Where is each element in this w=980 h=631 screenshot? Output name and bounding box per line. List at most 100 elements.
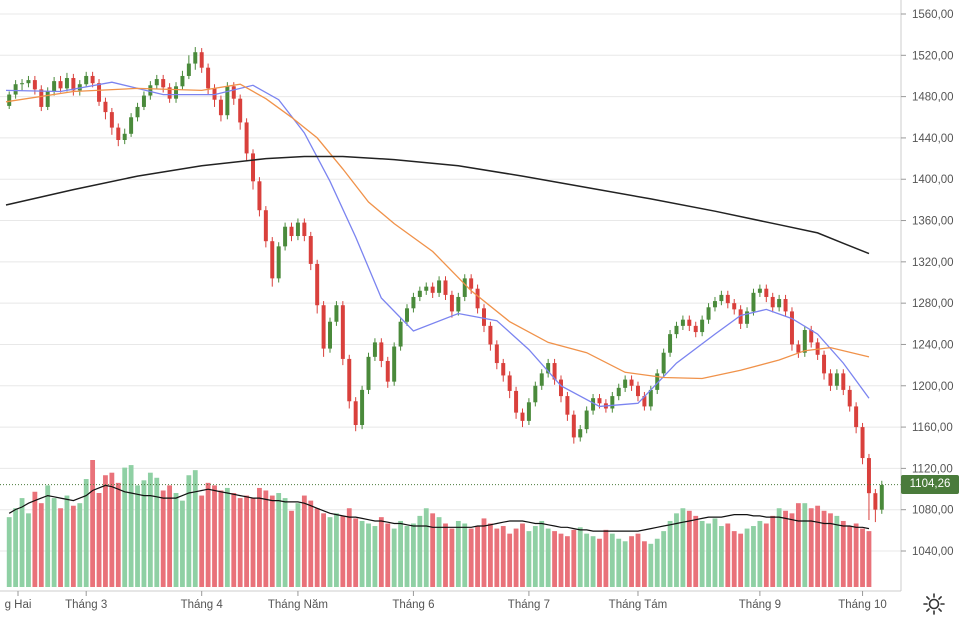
volume-bar bbox=[90, 460, 96, 587]
volume-bar bbox=[577, 527, 583, 587]
candle-body bbox=[526, 402, 531, 421]
volume-bar bbox=[6, 517, 12, 587]
candle-body bbox=[141, 95, 146, 107]
candle-body bbox=[424, 286, 429, 291]
candle-body bbox=[135, 106, 140, 118]
volume-bar bbox=[609, 533, 615, 587]
volume-bar bbox=[167, 485, 173, 587]
volume-bar bbox=[19, 498, 25, 587]
candle-body bbox=[174, 86, 179, 99]
y-tick-label: 1400,00 bbox=[912, 174, 954, 186]
volume-bar bbox=[757, 520, 763, 587]
candle-body bbox=[263, 210, 268, 242]
y-tick-label: 1200,00 bbox=[912, 381, 954, 393]
candle-body bbox=[20, 83, 25, 85]
candle-body bbox=[822, 354, 827, 374]
volume-bar bbox=[616, 538, 622, 587]
volume-bar bbox=[641, 541, 647, 587]
volume-bar bbox=[693, 515, 699, 587]
volume-bar bbox=[571, 529, 577, 587]
candle-body bbox=[52, 81, 57, 92]
volume-bar bbox=[212, 485, 217, 587]
volume-bar bbox=[443, 523, 448, 587]
volume-bar bbox=[603, 529, 609, 587]
volume-bar bbox=[629, 536, 634, 587]
y-tick-label: 1080,00 bbox=[912, 505, 954, 517]
candle-body bbox=[642, 396, 647, 407]
candle-body bbox=[469, 278, 474, 289]
price-axis: 1560,00 1520,00 1480,00 1440,00 1400,00 1360,… bbox=[901, 9, 954, 558]
x-tick-label: Tháng 10 bbox=[838, 599, 887, 611]
candle-body bbox=[97, 83, 102, 102]
volume-ma-line bbox=[8, 484, 870, 532]
x-tick-label: Tháng 7 bbox=[508, 599, 550, 611]
volume-bar bbox=[122, 467, 128, 587]
volume-bar bbox=[847, 526, 853, 587]
volume-bar bbox=[96, 493, 102, 587]
candle-body bbox=[809, 330, 814, 343]
candle-body bbox=[13, 84, 18, 95]
candle-body bbox=[334, 305, 339, 322]
candle-body bbox=[199, 52, 204, 68]
candle-body bbox=[186, 63, 191, 76]
y-tick-label: 1560,00 bbox=[912, 9, 954, 21]
volume-bar bbox=[468, 528, 474, 587]
candle-body bbox=[411, 296, 416, 309]
x-tick-label: Tháng Năm bbox=[268, 599, 328, 611]
volume-bar bbox=[263, 490, 269, 587]
volume-bar bbox=[250, 498, 256, 587]
volume-bar bbox=[718, 526, 724, 587]
candle-body bbox=[757, 288, 762, 293]
volume-bar bbox=[417, 515, 423, 587]
x-tick-label: Tháng 4 bbox=[181, 599, 224, 611]
candle-body bbox=[225, 86, 230, 116]
volume-bar bbox=[38, 503, 44, 587]
candle-body bbox=[533, 385, 538, 403]
volume-bar bbox=[866, 531, 872, 587]
candle-body bbox=[565, 396, 570, 415]
candle-body bbox=[693, 325, 698, 333]
y-tick-label: 1280,00 bbox=[912, 298, 954, 310]
candle-body bbox=[616, 387, 621, 397]
time-axis: g Hai Tháng 3 Tháng 4 Tháng Năm Tháng 6 Tháng… bbox=[5, 591, 887, 611]
candle-body bbox=[129, 117, 134, 134]
volume-bar bbox=[455, 520, 461, 587]
volume-bar bbox=[83, 479, 89, 587]
volume-bar bbox=[507, 533, 513, 587]
volume-bar bbox=[308, 500, 314, 587]
volume-bar bbox=[404, 526, 410, 587]
volume-bar bbox=[680, 508, 686, 587]
volume-bar bbox=[359, 520, 365, 587]
candle-body bbox=[148, 85, 153, 96]
candle-body bbox=[392, 346, 397, 382]
candle-body bbox=[552, 363, 557, 380]
candle-body bbox=[385, 360, 390, 382]
volume-bar bbox=[520, 523, 525, 587]
last-price-tag: 1104,26 bbox=[901, 475, 959, 494]
settings-sun-icon[interactable] bbox=[922, 592, 946, 616]
candle-body bbox=[366, 356, 371, 390]
volume-bar bbox=[26, 513, 31, 587]
candle-body bbox=[71, 78, 76, 91]
candle-body bbox=[218, 99, 223, 116]
candle-body bbox=[648, 389, 653, 407]
volume-bar bbox=[462, 523, 468, 587]
y-tick-label: 1040,00 bbox=[912, 546, 954, 558]
candle-body bbox=[738, 309, 743, 324]
candle-body bbox=[745, 311, 750, 324]
candle-body bbox=[501, 363, 506, 376]
candle-body bbox=[789, 311, 794, 345]
candle-body bbox=[770, 296, 775, 308]
candle-body bbox=[276, 246, 281, 279]
volume-bar bbox=[378, 517, 384, 587]
candle-body bbox=[154, 79, 159, 86]
candle-body bbox=[700, 319, 705, 333]
volume-bar bbox=[340, 515, 346, 587]
volume-layer bbox=[6, 460, 872, 587]
y-tick-label: 1120,00 bbox=[912, 463, 953, 475]
candle-body bbox=[64, 78, 69, 89]
volume-bar bbox=[821, 510, 827, 587]
candle-body bbox=[90, 75, 95, 84]
candle-body bbox=[302, 222, 307, 237]
volume-bar bbox=[366, 523, 371, 587]
